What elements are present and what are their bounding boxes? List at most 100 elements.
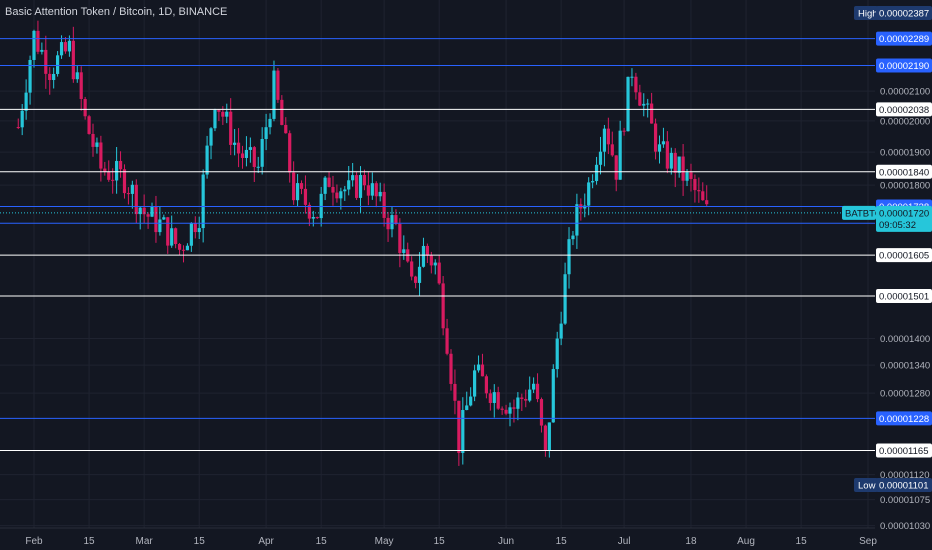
candle-body — [272, 70, 276, 119]
x-tick-label: 15 — [194, 536, 206, 547]
candle-body — [170, 228, 174, 246]
y-tick-label: 0.00001800 — [880, 181, 930, 192]
y-tick-label: 0.00001075 — [880, 495, 930, 506]
candle-body — [36, 30, 40, 52]
y-tick-label: 0.00002000 — [880, 116, 930, 127]
level-price-tag — [876, 102, 932, 117]
candle-body — [421, 245, 426, 267]
candle-body — [32, 30, 36, 60]
candle-body — [653, 123, 658, 152]
candle-body — [205, 145, 209, 175]
candle-body — [44, 49, 48, 74]
last-price-tag — [876, 205, 932, 232]
candle-body — [661, 141, 666, 145]
x-tick-label: 15 — [556, 536, 568, 547]
marker-price-tag — [876, 6, 932, 20]
candle-body — [217, 109, 221, 112]
candle-body — [394, 215, 398, 224]
candle-body — [236, 142, 241, 154]
candle-body — [48, 73, 52, 81]
candle-body — [276, 70, 280, 100]
x-tick-label: 15 — [434, 536, 446, 547]
candle-body — [638, 92, 642, 106]
candle-body — [429, 255, 433, 266]
candle-body — [618, 130, 622, 180]
candle-body — [307, 204, 311, 219]
candle-body — [610, 144, 614, 156]
candle-body — [209, 128, 213, 146]
candle-body — [693, 178, 697, 191]
candle-body — [630, 76, 634, 78]
candle-body — [343, 189, 347, 192]
candle-body — [701, 191, 705, 201]
y-tick-label: 0.00001120 — [880, 470, 930, 481]
candle-body — [56, 55, 60, 74]
candle-body — [508, 407, 512, 414]
candle-body — [264, 127, 268, 139]
x-tick-label: Mar — [136, 536, 154, 547]
y-tick-label: 0.00001900 — [880, 148, 930, 159]
level-price-tag — [876, 288, 932, 303]
candle-body — [677, 156, 681, 173]
x-tick-label: Feb — [25, 536, 43, 547]
candle-body — [225, 111, 229, 117]
level-price-label: 0.00001501 — [879, 291, 929, 302]
candle-body — [457, 400, 461, 453]
x-tick-label: May — [375, 536, 394, 547]
marker-tag — [854, 478, 878, 492]
candle-body — [413, 276, 418, 283]
candle-body — [559, 323, 563, 339]
candle-body — [71, 40, 75, 80]
candle-body — [390, 215, 394, 230]
candle-body — [425, 245, 429, 256]
candle-body — [103, 168, 107, 172]
candle-body — [547, 422, 551, 451]
candle-body — [555, 338, 559, 370]
candle-body — [539, 399, 544, 426]
candle-body — [142, 207, 146, 215]
level-price-label: 0.00001605 — [879, 251, 929, 262]
candle-body — [543, 425, 548, 451]
marker-tag — [854, 6, 878, 20]
candle-body — [614, 155, 618, 180]
candle-body — [16, 127, 20, 129]
candle-body — [347, 180, 351, 190]
candle-body — [134, 184, 138, 215]
x-tick-label: 18 — [685, 536, 697, 547]
marker-price-tag — [876, 478, 932, 492]
candle-body — [87, 116, 91, 134]
candle-body — [181, 249, 186, 251]
chart-title: Basic Attention Token / Bitcoin, 1D, BIN… — [5, 6, 228, 18]
candle-body — [358, 174, 363, 198]
candle-body — [453, 383, 457, 401]
candle-body — [665, 141, 669, 169]
symbol-tag — [842, 205, 876, 220]
candle-body — [59, 42, 64, 56]
candle-body — [575, 204, 579, 236]
candle-body — [221, 111, 225, 117]
marker-label: Low — [858, 481, 876, 492]
candle-body — [689, 172, 693, 179]
candle-body — [642, 103, 646, 106]
candle-body — [288, 133, 292, 173]
level-price-tag — [876, 248, 932, 263]
candle-body — [130, 184, 134, 194]
candle-body — [67, 40, 72, 52]
candle-body — [268, 118, 272, 128]
symbol-label: BATBTC — [845, 208, 882, 219]
candle-body — [681, 156, 685, 181]
candle-body — [571, 235, 575, 240]
candle-body — [535, 383, 540, 400]
marker-price-label: 0.00002387 — [879, 9, 929, 20]
candle-body — [20, 110, 24, 128]
candle-body — [138, 207, 142, 215]
candle-body — [362, 174, 367, 186]
level-price-label: 0.00001165 — [879, 446, 929, 457]
y-tick-label: 0.00001030 — [880, 521, 930, 532]
candle-body — [382, 191, 386, 218]
candle-body — [28, 59, 32, 93]
candle-body — [331, 186, 335, 193]
candle-body — [339, 191, 343, 199]
candle-body — [154, 206, 158, 233]
